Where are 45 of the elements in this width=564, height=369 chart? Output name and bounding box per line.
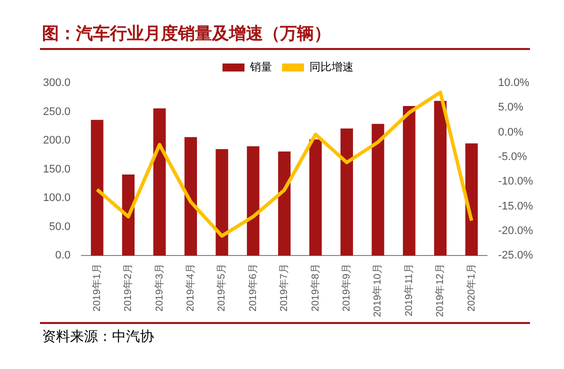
- y2-tick-label: -15.0%: [498, 200, 534, 212]
- y2-tick-label: 10.0%: [498, 77, 530, 90]
- y2-tick-label: 5.0%: [498, 102, 524, 114]
- x-tick-label: 2019年2月: [122, 264, 134, 312]
- x-tick-label: 2019年1月: [90, 264, 103, 312]
- bar: [372, 124, 384, 256]
- x-tick-label: 2019年12月: [434, 264, 446, 318]
- bar: [465, 143, 478, 256]
- x-tick-label: 2019年4月: [184, 264, 196, 312]
- y2-tick-label: -10.0%: [498, 176, 534, 188]
- y2-tick-label: -20.0%: [498, 225, 534, 237]
- x-tick-label: 2020年1月: [465, 264, 478, 312]
- x-tick-label: 2019年7月: [278, 264, 290, 312]
- y-tick-label: 50.0: [49, 220, 71, 233]
- x-tick-label: 2019年11月: [402, 264, 415, 316]
- legend-label: 销量: [249, 62, 272, 74]
- legend-label: 同比增速: [310, 60, 354, 74]
- y-tick-label: 150.0: [42, 163, 71, 176]
- y2-tick-label: 0.0%: [498, 126, 524, 138]
- bar: [434, 100, 447, 256]
- x-tick-label: 2019年3月: [153, 264, 166, 312]
- y2-tick-label: -5.0%: [498, 151, 528, 164]
- y-tick-label: 100.0: [42, 192, 71, 204]
- bar: [153, 108, 166, 256]
- x-tick-label: 2019年8月: [309, 264, 322, 312]
- bar: [216, 149, 228, 256]
- bar: [184, 137, 197, 256]
- x-tick-label: 2019年5月: [216, 264, 228, 312]
- bar: [122, 174, 135, 256]
- bar: [340, 128, 353, 256]
- y-tick-label: 0.0: [55, 250, 71, 262]
- text: 资料来源：中汽协: [42, 328, 154, 346]
- x-tick-label: 2019年10月: [372, 264, 384, 318]
- chart-title: 图：汽车行业月度销量及增速（万辆）: [42, 23, 331, 45]
- y-tick-label: 200.0: [42, 134, 71, 147]
- y2-tick-label: -25.0%: [498, 250, 534, 262]
- y-tick-label: 300.0: [42, 77, 71, 90]
- bar: [278, 151, 291, 256]
- bar: [246, 146, 260, 256]
- x-tick-label: 2019年6月: [246, 264, 259, 312]
- bar: [90, 120, 104, 256]
- y-tick-label: 250.0: [42, 106, 71, 118]
- bar: [309, 139, 322, 256]
- bar: [402, 106, 416, 256]
- x-tick-label: 2019年9月: [340, 264, 352, 312]
